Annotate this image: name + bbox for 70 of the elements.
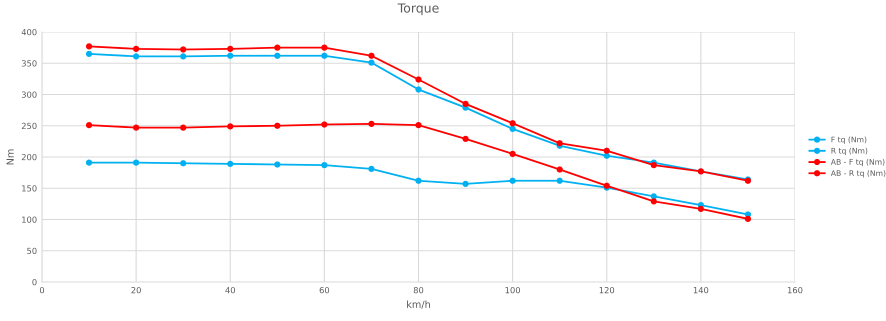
point <box>274 44 280 51</box>
point <box>650 198 657 204</box>
point <box>698 206 704 212</box>
y-tick-label: 400 <box>22 28 37 36</box>
point <box>133 160 140 166</box>
point <box>180 46 186 53</box>
point <box>133 46 140 52</box>
point <box>321 121 328 128</box>
point <box>274 52 280 59</box>
y-tick-label: 200 <box>22 154 37 160</box>
point <box>462 100 469 107</box>
y-tick-label: 100 <box>22 216 37 223</box>
point <box>180 53 186 60</box>
point <box>556 178 563 184</box>
point <box>321 44 328 51</box>
y-tick-label: 50 <box>27 248 37 254</box>
x-tick-label: 80 <box>414 287 424 294</box>
chart-title: Torque <box>398 3 439 16</box>
point <box>368 120 375 127</box>
point <box>462 180 469 187</box>
y-tick-label: 300 <box>22 91 37 98</box>
point <box>556 140 563 146</box>
x-axis-title: km/h <box>407 300 430 309</box>
point <box>321 162 328 168</box>
point <box>510 150 516 157</box>
point <box>415 86 422 93</box>
point <box>227 52 234 59</box>
point <box>415 122 422 128</box>
point <box>321 52 328 59</box>
point <box>462 136 469 142</box>
point <box>180 124 186 131</box>
x-tick-label: 120 <box>600 287 614 294</box>
point <box>227 46 234 52</box>
point <box>274 122 280 129</box>
y-tick-label: 150 <box>22 185 37 192</box>
x-tick-label: 0 <box>40 287 44 294</box>
point <box>604 148 610 154</box>
point <box>510 126 516 132</box>
point <box>650 162 657 168</box>
point <box>368 52 375 59</box>
point <box>368 166 375 172</box>
point <box>227 123 234 130</box>
y-axis-title: Nm <box>6 149 14 164</box>
point <box>86 43 92 50</box>
x-tick-label: 140 <box>694 287 708 294</box>
point <box>133 124 140 131</box>
point <box>415 178 422 184</box>
point <box>510 178 516 184</box>
y-tick-label: 0 <box>32 278 37 286</box>
point <box>556 166 563 173</box>
x-tick-label: 40 <box>225 287 235 294</box>
x-tick-label: 100 <box>506 287 520 294</box>
point <box>604 152 610 159</box>
point <box>227 160 234 167</box>
x-tick-label: 60 <box>320 287 330 294</box>
x-tick-label: 160 <box>788 287 802 294</box>
point <box>133 53 140 60</box>
point <box>86 50 92 57</box>
point <box>274 161 280 168</box>
point <box>650 193 657 200</box>
point <box>744 216 752 222</box>
point <box>86 160 92 166</box>
point <box>86 122 92 128</box>
x-tick-label: 20 <box>131 287 141 294</box>
y-tick-label: 350 <box>22 60 37 67</box>
point <box>510 120 516 126</box>
point <box>368 60 375 66</box>
point <box>415 76 422 83</box>
y-tick-label: 250 <box>22 122 37 130</box>
point <box>180 160 186 166</box>
